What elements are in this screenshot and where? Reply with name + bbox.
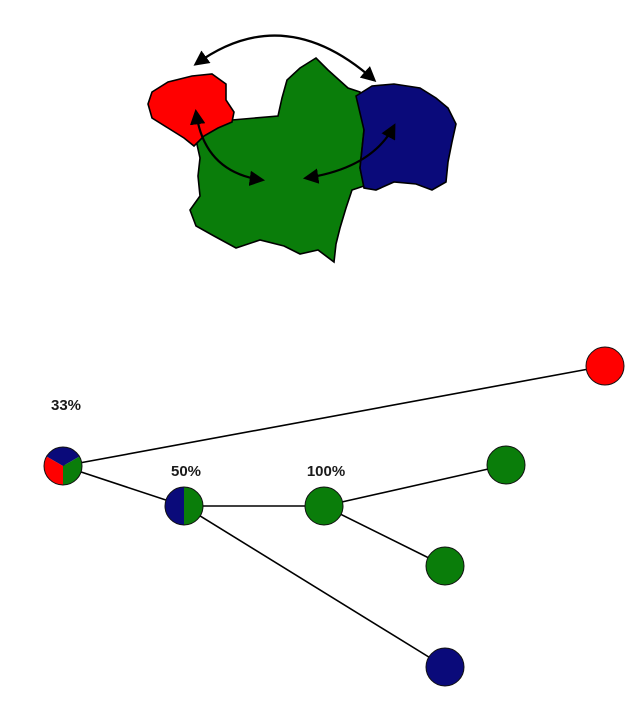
node-leaf-red-outline [585,346,625,386]
node-green-hub-outline [304,486,344,526]
node-root-outline [43,446,83,486]
node-leaf-red [585,346,625,386]
node-root-slice-blue [46,447,80,466]
node-leaf-green-2 [425,546,465,586]
node-mid-outline [164,486,204,526]
node-leaf-green-2-fill-green [426,547,464,585]
tree-nodes [43,346,625,687]
arrow-red-blue [193,34,377,83]
node-leaf-red-fill-red [586,347,624,385]
node-leaf-blue [425,647,465,687]
label-root: 33% [51,397,81,414]
node-green-hub [304,486,344,526]
node-leaf-green-1 [486,445,526,485]
label-green-hub: 100% [307,463,345,480]
node-mid-slice-green [184,487,203,525]
edge-root-leaf-red [62,365,606,467]
node-leaf-blue-outline [425,647,465,687]
edge-green-hub-leaf-green-2 [323,505,446,567]
label-mid: 50% [171,463,201,480]
edge-mid-leaf-blue [183,505,446,668]
tree-edges [62,365,606,668]
tree-labels: 33% 50% 100% [51,397,345,480]
node-leaf-green-2-outline [425,546,465,586]
node-leaf-blue-fill-blue [426,648,464,686]
node-green-hub-fill-green [305,487,343,525]
arrow-blue-green [302,123,396,184]
edge-root-mid [62,465,185,507]
blue-region [355,83,457,191]
node-mid [164,486,204,526]
node-root [43,446,83,486]
region-map [147,34,457,264]
edge-green-hub-leaf-green-1 [323,464,507,507]
node-leaf-green-1-fill-green [487,446,525,484]
arrow-red-green [190,108,266,186]
node-leaf-green-1-outline [486,445,526,485]
node-mid-slice-blue [165,487,184,525]
